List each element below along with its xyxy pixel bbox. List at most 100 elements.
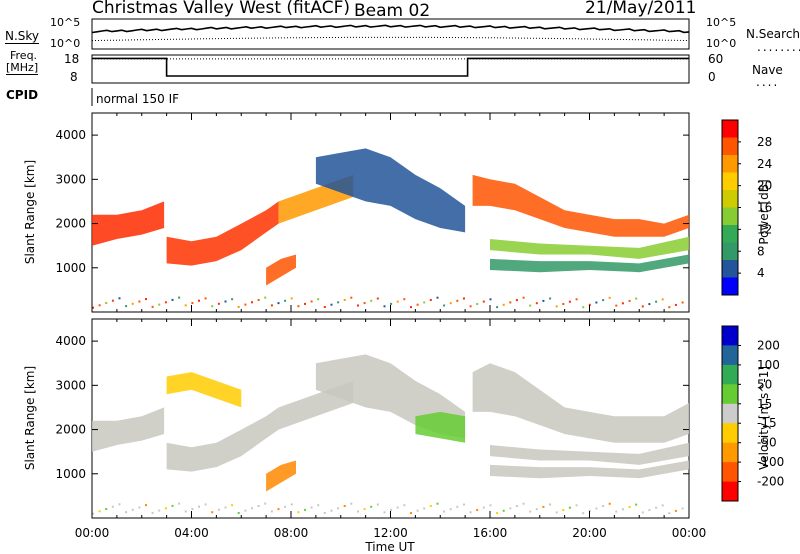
power-speckle-26 — [264, 296, 267, 299]
velocity-speckle-72 — [568, 506, 571, 509]
power-speckle-52 — [436, 296, 439, 299]
x-tick-label-6: 00:00 — [672, 526, 707, 540]
velocity-colorbar-label-2: 50 — [757, 377, 772, 391]
power-speckle-65 — [522, 296, 525, 299]
power-ytick-label-2: 3000 — [55, 172, 86, 186]
nsky-tick-top-left: 10^5 — [50, 16, 81, 29]
velocity-speckle-70 — [555, 511, 558, 514]
velocity-ytick-label-2: 3000 — [55, 378, 86, 392]
velocity-speckle-56 — [463, 503, 465, 506]
velocity-speckle-79 — [615, 510, 618, 513]
velocity-speckle-35 — [323, 512, 326, 514]
velocity-speckle-40 — [357, 510, 359, 513]
velocity-speckle-28 — [277, 508, 280, 511]
velocity-colorbar-label-0: 200 — [757, 338, 780, 352]
power-speckle-27 — [270, 304, 273, 307]
power-colorbar-label-4: 12 — [757, 222, 772, 236]
velocity-colorbar-segment-0 — [722, 326, 738, 346]
frequency-line — [92, 57, 689, 77]
velocity-speckle-18 — [211, 511, 214, 514]
velocity-speckle-31 — [297, 511, 300, 514]
freq-label-line1: Freq. — [10, 49, 38, 62]
nsky-tick-bottom-right: 10^0 — [706, 37, 737, 50]
nave-label: Nave — [752, 63, 783, 77]
power-speckle-48 — [410, 306, 412, 309]
velocity-speckle-32 — [304, 508, 306, 511]
velocity-speckle-82 — [635, 503, 638, 506]
velocity-colorbar-frame — [721, 325, 739, 502]
velocity-speckle-46 — [396, 506, 399, 509]
power-band-1 — [166, 201, 279, 266]
power-band-3 — [266, 254, 296, 286]
nave-tick-60: 60 — [708, 52, 724, 66]
velocity-speckle-39 — [350, 502, 353, 505]
velocity-speckle-43 — [376, 503, 379, 506]
velocity-speckle-64 — [515, 505, 518, 508]
power-speckle-59 — [482, 300, 485, 303]
velocity-speckle-81 — [628, 505, 631, 508]
power-colorbar-segment-0 — [722, 120, 738, 138]
power-speckle-7 — [138, 300, 141, 303]
power-colorbar-label: Power [dB] — [757, 179, 771, 244]
power-colorbar-segment-4 — [722, 190, 738, 208]
station-title: Christmas Valley West (fitACF) — [92, 0, 351, 18]
nsearch-label: N.Search — [746, 27, 800, 41]
power-colorbar-label-6: 4 — [757, 266, 765, 280]
velocity-ylabel: Slant Range [km] — [23, 366, 37, 470]
power-speckle-72 — [568, 300, 571, 303]
cpid-label: CPID — [6, 88, 39, 102]
power-speckle-35 — [323, 306, 326, 308]
power-speckle-88 — [674, 303, 677, 306]
velocity-speckle-4 — [118, 503, 121, 506]
power-colorbar-segment-8 — [722, 260, 738, 278]
velocity-colorbar-label-7: -200 — [757, 475, 784, 489]
velocity-speckle-58 — [476, 509, 479, 511]
power-speckle-69 — [549, 297, 552, 300]
power-speckle-17 — [204, 297, 207, 300]
power-speckle-73 — [575, 298, 578, 301]
power-speckle-10 — [158, 303, 161, 306]
power-speckle-54 — [449, 302, 452, 305]
power-speckle-82 — [635, 297, 638, 300]
power-ytick-label-3: 4000 — [55, 128, 86, 142]
power-colorbar-segment-3 — [722, 172, 738, 191]
power-ylabel: Slant Range [km] — [23, 160, 37, 264]
velocity-speckle-68 — [542, 505, 545, 508]
velocity-colorbar-label: Velocity [m s^-1] — [757, 366, 771, 470]
velocity-speckle-36 — [330, 509, 333, 512]
power-speckle-89 — [681, 301, 684, 304]
velocity-speckle-47 — [403, 504, 406, 507]
power-band-6 — [490, 236, 689, 259]
velocity-speckle-24 — [251, 507, 253, 510]
velocity-colorbar-label-3: 15 — [757, 397, 772, 411]
power-colorbar-label-5: 8 — [757, 244, 765, 258]
velocity-speckle-67 — [535, 508, 538, 511]
velocity-speckle-69 — [549, 503, 552, 506]
power-speckle-67 — [535, 302, 538, 305]
power-speckle-29 — [284, 299, 287, 302]
power-speckle-75 — [588, 303, 591, 306]
power-speckle-22 — [237, 306, 240, 308]
power-speckle-9 — [151, 305, 154, 308]
velocity-speckle-27 — [270, 510, 273, 513]
power-speckle-62 — [502, 303, 505, 306]
velocity-colorbar-label-1: 100 — [757, 358, 780, 372]
velocity-colorbar-segment-5 — [722, 423, 738, 444]
power-speckle-44 — [383, 305, 386, 308]
power-speckle-50 — [423, 301, 426, 304]
freq-label-line2: [MHz] — [6, 61, 39, 75]
power-colorbar-label-0: 28 — [757, 135, 772, 149]
velocity-colorbar-segment-2 — [722, 364, 738, 385]
power-speckle-31 — [297, 305, 300, 308]
power-speckle-3 — [111, 299, 114, 302]
velocity-speckle-16 — [198, 505, 200, 508]
power-speckle-16 — [198, 299, 200, 302]
power-panel-frame — [91, 112, 690, 313]
power-speckle-41 — [363, 302, 366, 305]
velocity-colorbar-segment-1 — [722, 345, 738, 366]
power-speckle-0 — [92, 306, 94, 309]
power-speckle-56 — [463, 297, 465, 300]
power-colorbar-segment-1 — [722, 137, 738, 156]
power-speckle-66 — [529, 304, 532, 307]
